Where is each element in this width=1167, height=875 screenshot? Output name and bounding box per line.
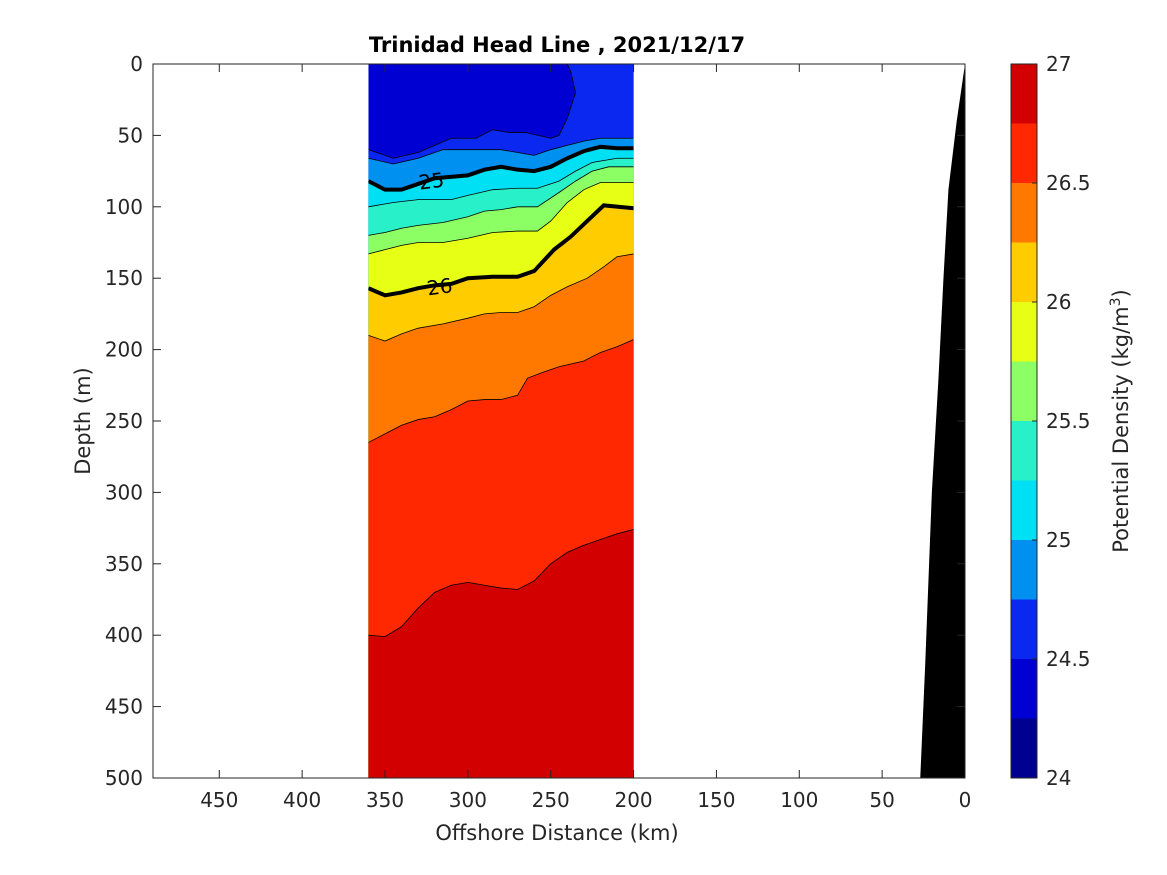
colorbar-segment-0 xyxy=(1011,718,1037,778)
y-tick-label-450: 450 xyxy=(105,695,143,719)
colorbar-segment-8 xyxy=(1011,242,1037,302)
colorbar-segment-5 xyxy=(1011,421,1037,481)
x-axis: 450 400 350 300 250 200 150 100 50 0 xyxy=(200,64,971,812)
x-tick-label-100: 100 xyxy=(780,788,818,812)
contour-line-24.75 xyxy=(368,137,634,165)
y-axis: 0 50 100 150 200 250 300 350 400 450 500 xyxy=(105,52,965,790)
plot-area: 25 26 xyxy=(153,64,965,778)
colorbar-tick-label-27: 27 xyxy=(1046,52,1071,76)
contour-line-24.5 xyxy=(368,64,576,159)
colorbar-segment-6 xyxy=(1011,361,1037,421)
x-tick-label-150: 150 xyxy=(697,788,735,812)
band-fill-10 xyxy=(368,529,634,778)
contour-line-26.25 xyxy=(368,253,634,342)
colorbar: 24 24.5 25 25.5 26 26.5 27 xyxy=(1010,52,1091,790)
plot-frame xyxy=(152,63,966,779)
colorbar-tick-label-26: 26 xyxy=(1046,290,1071,314)
x-tick-label-0: 0 xyxy=(959,788,972,812)
contour-line-26.5 xyxy=(368,339,634,443)
y-tick-label-400: 400 xyxy=(105,623,143,647)
y-tick-label-250: 250 xyxy=(105,409,143,433)
x-tick-label-350: 350 xyxy=(366,788,404,812)
contour-label-25: 25 xyxy=(417,168,445,195)
colorbar-tick-label-25.5: 25.5 xyxy=(1046,409,1091,433)
y-tick-label-50: 50 xyxy=(118,123,143,147)
colorbar-segment-11 xyxy=(1011,64,1037,124)
y-tick-label-0: 0 xyxy=(130,52,143,76)
contour-line-25.75 xyxy=(368,182,634,255)
contour-line-25.5 xyxy=(368,166,634,236)
colorbar-label-main: Potential Density (kg/m xyxy=(1109,306,1133,552)
y-tick-label-500: 500 xyxy=(105,766,143,790)
chart-title: Trinidad Head Line , 2021/12/17 xyxy=(369,33,745,57)
density-fills xyxy=(368,64,634,778)
contour-line-26.75 xyxy=(368,529,634,638)
contour-label-26: 26 xyxy=(425,273,454,300)
bold-contour-lines xyxy=(368,144,634,298)
colorbar-segment-10 xyxy=(1011,123,1037,183)
bathymetry-shape xyxy=(920,64,965,778)
colorbar-segment-7 xyxy=(1011,302,1037,362)
x-axis-label: Offshore Distance (km) xyxy=(435,821,678,845)
colorbar-label-superscript: 3 xyxy=(1108,297,1124,306)
x-tick-label-400: 400 xyxy=(283,788,321,812)
bold-contour-26 xyxy=(368,203,634,298)
colorbar-tick-label-24.5: 24.5 xyxy=(1046,647,1091,671)
colorbar-segment-9 xyxy=(1011,183,1037,243)
y-tick-label-350: 350 xyxy=(105,552,143,576)
y-axis-label: Depth (m) xyxy=(71,367,95,474)
colorbar-segment-1 xyxy=(1011,659,1037,719)
x-tick-label-250: 250 xyxy=(532,788,570,812)
colorbar-label: Potential Density (kg/m3) xyxy=(1108,289,1133,553)
bold-contour-25 xyxy=(368,144,634,192)
contour-labels: 25 26 xyxy=(417,168,454,301)
colorbar-segment-2 xyxy=(1011,599,1037,659)
band-fill-surface-patch xyxy=(559,64,634,146)
y-tick-label-100: 100 xyxy=(105,195,143,219)
x-tick-label-300: 300 xyxy=(449,788,487,812)
y-tick-label-300: 300 xyxy=(105,480,143,504)
colorbar-segment-3 xyxy=(1011,540,1037,600)
y-tick-label-150: 150 xyxy=(105,266,143,290)
y-tick-label-200: 200 xyxy=(105,338,143,362)
colorbar-label-end: ) xyxy=(1109,289,1133,297)
colorbar-tick-label-24: 24 xyxy=(1046,766,1071,790)
x-tick-label-450: 450 xyxy=(200,788,238,812)
x-tick-label-50: 50 xyxy=(869,788,894,812)
colorbar-tick-label-26.5: 26.5 xyxy=(1046,171,1091,195)
contour-line-25.25 xyxy=(368,157,634,208)
colorbar-tick-label-25: 25 xyxy=(1046,528,1071,552)
x-tick-label-200: 200 xyxy=(614,788,652,812)
colorbar-segment-4 xyxy=(1011,480,1037,540)
